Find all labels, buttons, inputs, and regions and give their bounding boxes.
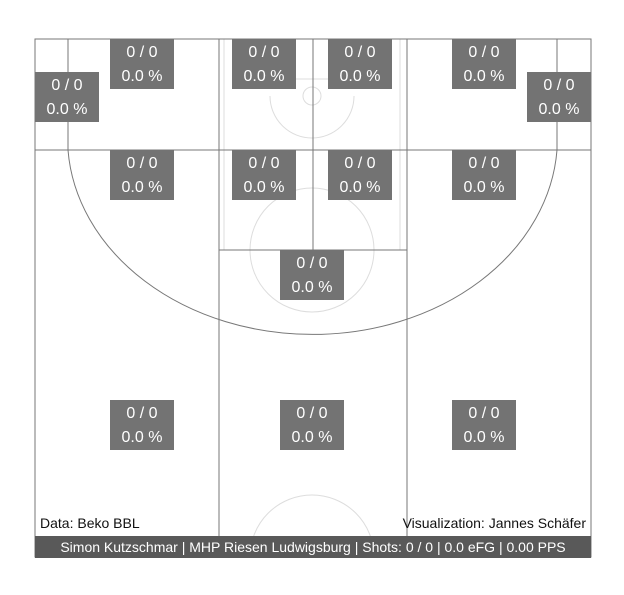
center-circle-arc (249, 494, 375, 558)
zone-percentage: 0.0 % (244, 179, 285, 196)
zone-midrange-right: 0 / 0 0.0 % (452, 150, 516, 200)
zone-count: 0 / 0 (248, 155, 279, 172)
zone-count: 0 / 0 (543, 77, 574, 94)
zone-baseline-right-mid: 0 / 0 0.0 % (328, 39, 392, 89)
zone-percentage: 0.0 % (244, 68, 285, 85)
zone-percentage: 0.0 % (464, 179, 505, 196)
zone-percentage: 0.0 % (292, 429, 333, 446)
zone-percentage: 0.0 % (464, 429, 505, 446)
zone-box (110, 400, 174, 450)
zone-corner-right: 0 / 0 0.0 % (527, 72, 591, 122)
zone-baseline-left-mid: 0 / 0 0.0 % (232, 39, 296, 89)
zone-box (328, 150, 392, 200)
zone-three-left: 0 / 0 0.0 % (110, 400, 174, 450)
zone-top-key: 0 / 0 0.0 % (280, 250, 344, 300)
zone-percentage: 0.0 % (340, 179, 381, 196)
zone-box (110, 150, 174, 200)
zone-box (35, 72, 99, 122)
zone-wing-left-upper: 0 / 0 0.0 % (110, 39, 174, 89)
zone-wing-right-upper: 0 / 0 0.0 % (452, 39, 516, 89)
zone-count: 0 / 0 (296, 255, 327, 272)
footer-summary: Simon Kutzschmar | MHP Riesen Ludwigsbur… (60, 539, 565, 555)
zone-corner-left: 0 / 0 0.0 % (35, 72, 99, 122)
zone-midrange-left: 0 / 0 0.0 % (110, 150, 174, 200)
zone-boxes: 0 / 0 0.0 % 0 / 0 0.0 % 0 / 0 0.0 % 0 / 0 0.0 %… (35, 39, 591, 450)
three-point-arc (67, 149, 558, 335)
zone-three-center: 0 / 0 0.0 % (280, 400, 344, 450)
zone-percentage: 0.0 % (122, 68, 163, 85)
zone-box (280, 400, 344, 450)
zone-percentage: 0.0 % (47, 101, 88, 118)
zone-percentage: 0.0 % (292, 279, 333, 296)
zone-count: 0 / 0 (344, 44, 375, 61)
restricted-area-arc (269, 95, 355, 139)
zone-count: 0 / 0 (296, 405, 327, 422)
zone-three-right: 0 / 0 0.0 % (452, 400, 516, 450)
zone-percentage: 0.0 % (539, 101, 580, 118)
zone-percentage: 0.0 % (122, 429, 163, 446)
zone-box (280, 250, 344, 300)
footer-bar (35, 536, 591, 558)
zone-box (452, 39, 516, 89)
zone-count: 0 / 0 (248, 44, 279, 61)
zone-box (527, 72, 591, 122)
zone-count: 0 / 0 (468, 44, 499, 61)
zone-count: 0 / 0 (126, 44, 157, 61)
zone-box (452, 150, 516, 200)
zone-box (452, 400, 516, 450)
zone-count: 0 / 0 (468, 155, 499, 172)
zone-box (232, 150, 296, 200)
zone-count: 0 / 0 (468, 405, 499, 422)
zone-box (110, 39, 174, 89)
zone-percentage: 0.0 % (122, 179, 163, 196)
visualization-credit: Visualization: Jannes Schäfer (403, 515, 587, 531)
zone-box (232, 39, 296, 89)
zone-count: 0 / 0 (126, 405, 157, 422)
zone-box (328, 39, 392, 89)
zone-paint-left: 0 / 0 0.0 % (232, 150, 296, 200)
zone-paint-right: 0 / 0 0.0 % (328, 150, 392, 200)
basket-ring (302, 86, 322, 106)
zone-count: 0 / 0 (126, 155, 157, 172)
zone-percentage: 0.0 % (464, 68, 505, 85)
zone-count: 0 / 0 (344, 155, 375, 172)
zone-percentage: 0.0 % (340, 68, 381, 85)
data-source-credit: Data: Beko BBL (40, 515, 140, 531)
zone-count: 0 / 0 (51, 77, 82, 94)
